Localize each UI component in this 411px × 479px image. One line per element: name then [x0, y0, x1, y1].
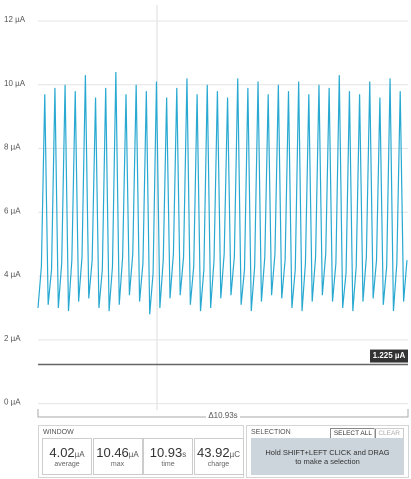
selection-hint: Hold SHIFT+LEFT CLICK and DRAG to make a… — [251, 438, 404, 475]
stat-label: time — [161, 461, 175, 468]
stat-value: 43.92 — [197, 445, 230, 460]
y-tick-label: 6 µA — [4, 206, 21, 215]
delta-bg — [206, 411, 240, 420]
stat-label: average — [54, 461, 80, 468]
stat-value-row: 10.46µA — [94, 445, 142, 460]
stat-value: 10.93 — [149, 445, 183, 460]
window-delta: Δ10.93s — [208, 411, 237, 420]
threshold-label-bg — [370, 349, 408, 363]
stat-unit: µC — [229, 450, 240, 459]
stat-value-row: 10.93s — [144, 445, 192, 460]
stat-unit: µA — [74, 450, 85, 459]
threshold-label: 1.225 µA — [373, 351, 406, 360]
y-tick-label: 2 µA — [4, 334, 21, 343]
stat-label: charge — [207, 461, 230, 468]
stat-box: 4.02µA average — [42, 438, 92, 475]
stat-value-row: 4.02µA — [43, 445, 91, 460]
current-trace — [37, 71, 408, 315]
y-tick-label: 4 µA — [4, 270, 21, 279]
y-tick-label: 8 µA — [4, 143, 21, 152]
stat-label: max — [110, 461, 125, 468]
selection-title: SELECTION — [251, 429, 291, 436]
y-tick-label: 10 µA — [4, 79, 26, 88]
stat-value: 10.46 — [96, 445, 129, 460]
stat-box: 10.46µA max — [92, 438, 143, 475]
window-panel: WINDOW 4.02µA average 10.46µA max 10.93s time… — [38, 425, 244, 478]
stat-box: 43.92µC charge — [193, 438, 244, 475]
stat-unit: s — [182, 450, 187, 459]
y-tick-label: 12 µA — [4, 15, 26, 24]
stat-value: 4.02 — [49, 445, 75, 460]
chart: 0 µA 2 µA 4 µA 6 µA 8 µA 10 µA 12 µA 1.225 µA Δ1… — [4, 5, 409, 420]
stat-box: 10.93s time — [143, 438, 193, 475]
y-tick-label: 0 µA — [4, 398, 21, 407]
stat-unit: µA — [128, 450, 139, 459]
selection-panel: SELECTION SELECT ALL CLEAR Hold SHIFT+LE… — [246, 425, 409, 478]
window-title: WINDOW — [43, 429, 74, 436]
stat-value-row: 43.92µC — [195, 445, 243, 460]
